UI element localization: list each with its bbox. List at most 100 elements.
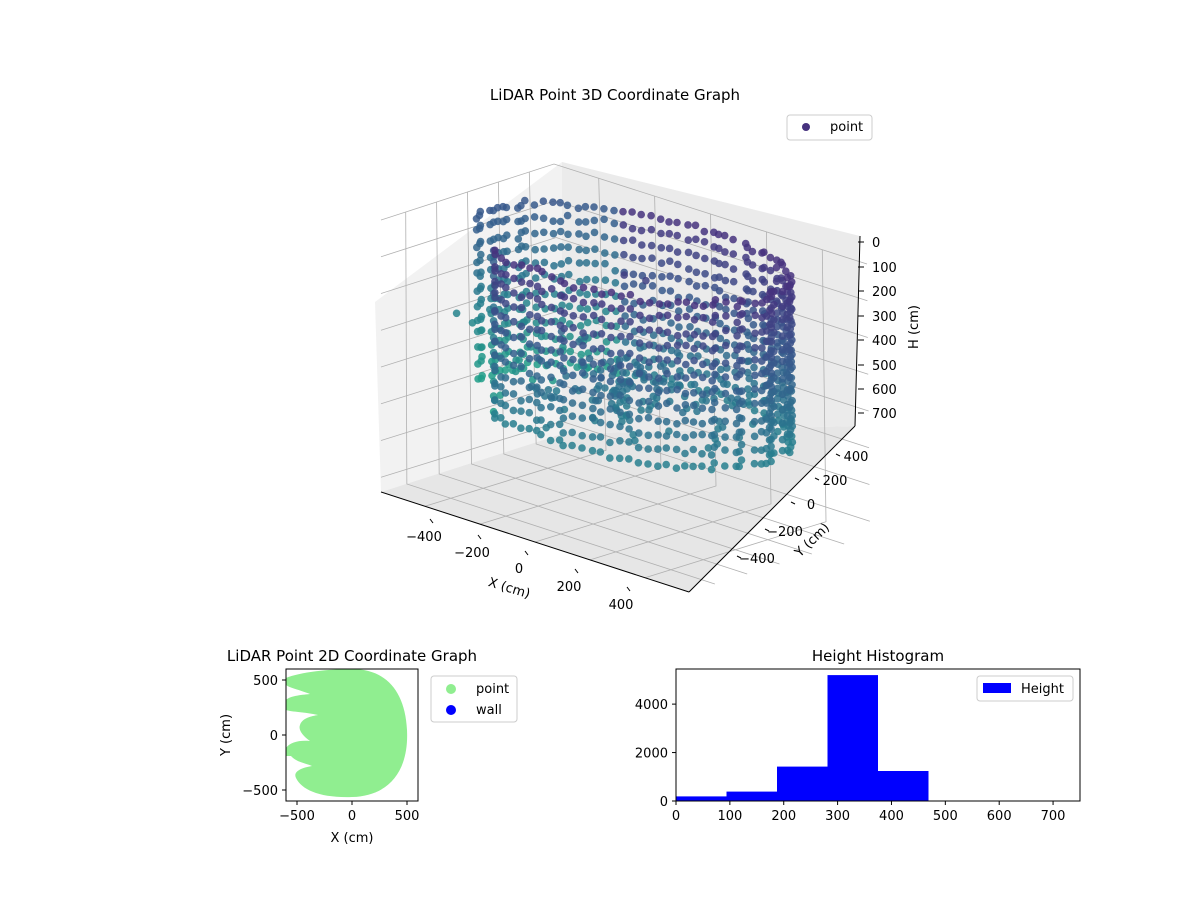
point-3d [648,254,656,262]
chart-2d-title: LiDAR Point 2D Coordinate Graph [227,647,477,665]
point-3d [514,245,523,254]
point-3d [619,236,628,245]
point-3d [517,377,525,385]
legend-label-point: point [830,120,863,135]
point-3d [727,394,735,403]
point-3d [736,296,744,305]
point-3d [540,258,549,267]
point-3d [525,383,534,392]
point-3d [654,445,662,453]
point-3d [559,414,568,423]
point-3d [626,290,635,299]
point-3d [617,304,625,313]
point-3d [564,230,572,239]
point-3d [682,298,691,307]
chart-histogram: Height Histogram 0 100 200 300 400 500 600 7000… [635,647,1081,824]
point-3d [607,333,615,342]
point-3d [607,322,615,330]
point-3d [576,277,584,286]
point-3d [698,462,706,471]
point-3d [663,399,671,408]
point-3d [626,318,634,326]
grid-line-x [644,249,827,579]
point-3d [720,231,729,240]
z-tick-label-3d: 600 [872,383,897,398]
point-3d [621,298,629,306]
x-tick-label-hist: 500 [933,809,958,824]
point-3d [786,403,794,411]
point-3d [544,386,553,394]
point-3d [525,395,534,404]
point-3d [656,215,665,223]
point-3d [557,243,565,251]
point-3d [474,343,482,351]
point-3d [635,384,643,392]
point-3d [556,348,564,356]
chart-2d: LiDAR Point 2D Coordinate Graph −500 0 500… [219,647,518,846]
y-axis-label-2d: Y (cm) [219,714,234,757]
point-3d [751,371,759,380]
point-3d [600,233,609,241]
point-3d [565,270,573,279]
point-3d [692,268,701,277]
point-3d [531,245,539,254]
point-3d [497,341,505,349]
point-3d [566,332,574,341]
pane-left [375,162,562,492]
point-3d [497,254,506,262]
point-3d [555,420,564,429]
point-3d [620,250,628,259]
z-tick-label-3d: 200 [872,285,897,300]
x-tick-label-hist: 300 [825,809,850,824]
point-3d [510,303,518,311]
point-3d [662,460,670,469]
point-3d [681,449,689,458]
point-3d [597,373,605,382]
point-3d [611,279,620,287]
point-3d [525,340,534,348]
point-3d [645,406,653,414]
x-tick-3d [429,518,434,524]
point-3d [684,236,693,244]
x-tick-label-2d: −500 [279,809,315,824]
y-axis-line [688,425,856,593]
point-3d [732,419,741,428]
point-3d [645,326,654,334]
point-3d [606,365,615,373]
point-3d [600,215,608,224]
point-3d [509,390,518,398]
point-3d [556,406,564,415]
point-3d [729,277,738,286]
point-3d [721,389,730,398]
point-3d [533,383,541,392]
point-3d [606,377,615,386]
point-3d [530,201,539,209]
point-3d [560,309,569,318]
point-3d [699,302,708,311]
point-3d [531,229,539,238]
point-3d [621,338,630,346]
point-3d [556,361,564,370]
point-3d [698,390,707,399]
point-3d [530,213,539,221]
point-3d [702,397,710,405]
point-3d [615,454,624,463]
point-3d [533,354,541,362]
point-3d [744,331,753,340]
point-3d [773,395,782,403]
point-3d [533,398,541,407]
point-3d [606,438,614,447]
point-3d [474,360,482,368]
point-3d [546,436,555,445]
point-3d [744,286,752,295]
point-3d [685,277,693,286]
point-3d [549,198,557,206]
point-3d [655,311,664,320]
point-3d [673,248,682,256]
point-3d [491,293,499,302]
point-3d [673,218,681,227]
point-3d [589,311,598,320]
point-3d [644,445,652,453]
point-3d [517,322,526,331]
point-3d [517,349,525,358]
